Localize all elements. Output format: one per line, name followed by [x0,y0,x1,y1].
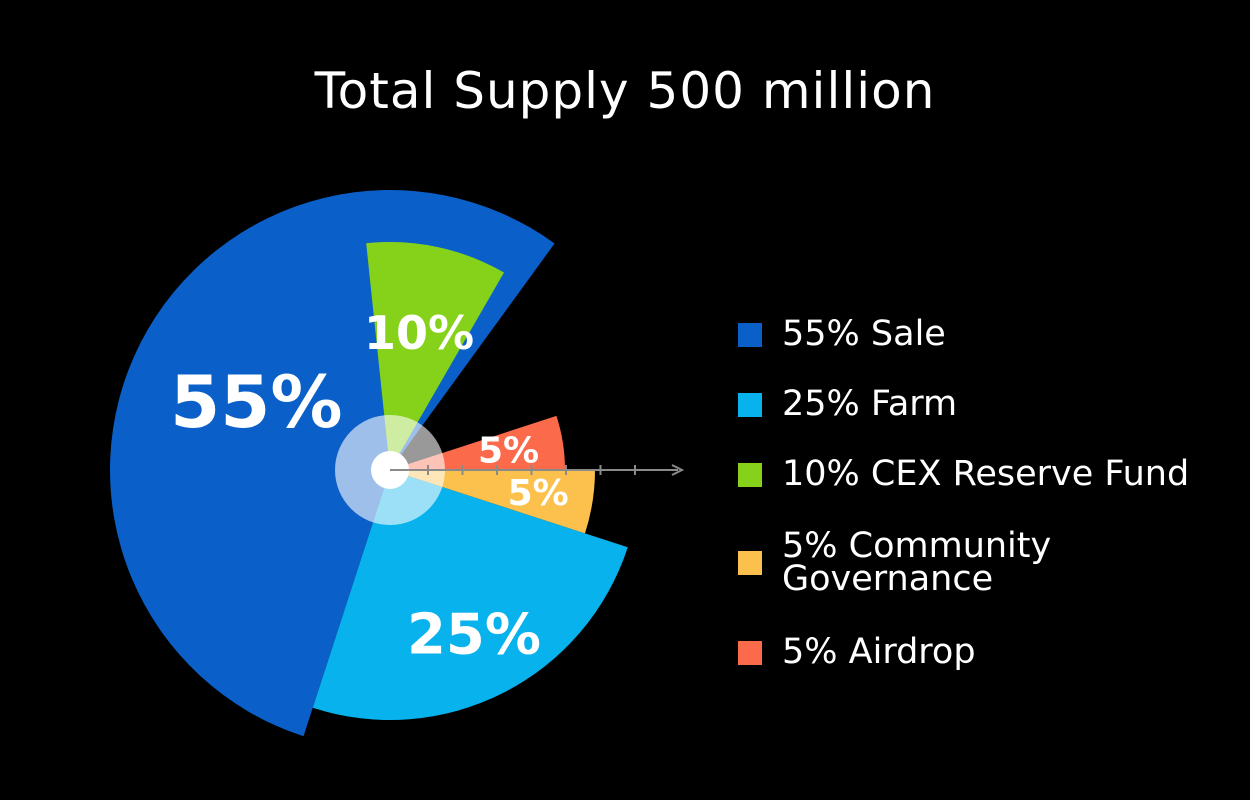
center-decoration [335,415,685,525]
pie-slice-3 [366,242,504,470]
slice-label-3: 10% [364,306,474,360]
legend-swatch [738,392,762,417]
legend-label: 10% CEX Reserve Fund [782,454,1190,494]
legend-label: 5% Airdrop [782,632,976,672]
legend-swatch [738,640,762,665]
legend-item-2: 25% Farm [738,384,1202,424]
slice-label-5: 5% [478,431,539,472]
legend-swatch [738,462,762,487]
legend-label: 25% Farm [782,384,958,424]
slice-label-2: 25% [407,602,541,667]
legend-label: 55% Sale [782,314,946,354]
legend-item-3: 10% CEX Reserve Fund [738,454,1202,494]
chart-title: Total Supply 500 million [314,62,936,120]
legend-label: 5% Community Governance [782,526,1052,599]
pie-slice-2 [312,470,628,720]
legend-swatch [738,322,762,347]
axis-arrow-icon [671,464,685,476]
legend-item-4: 5% Community Governance [738,526,1052,599]
legend-swatch [738,551,762,575]
slice-label-1: 55% [170,360,342,444]
legend-item-5: 5% Airdrop [738,632,1202,672]
legend-item-1: 55% Sale [738,314,1202,354]
slice-label-4: 5% [508,473,569,514]
